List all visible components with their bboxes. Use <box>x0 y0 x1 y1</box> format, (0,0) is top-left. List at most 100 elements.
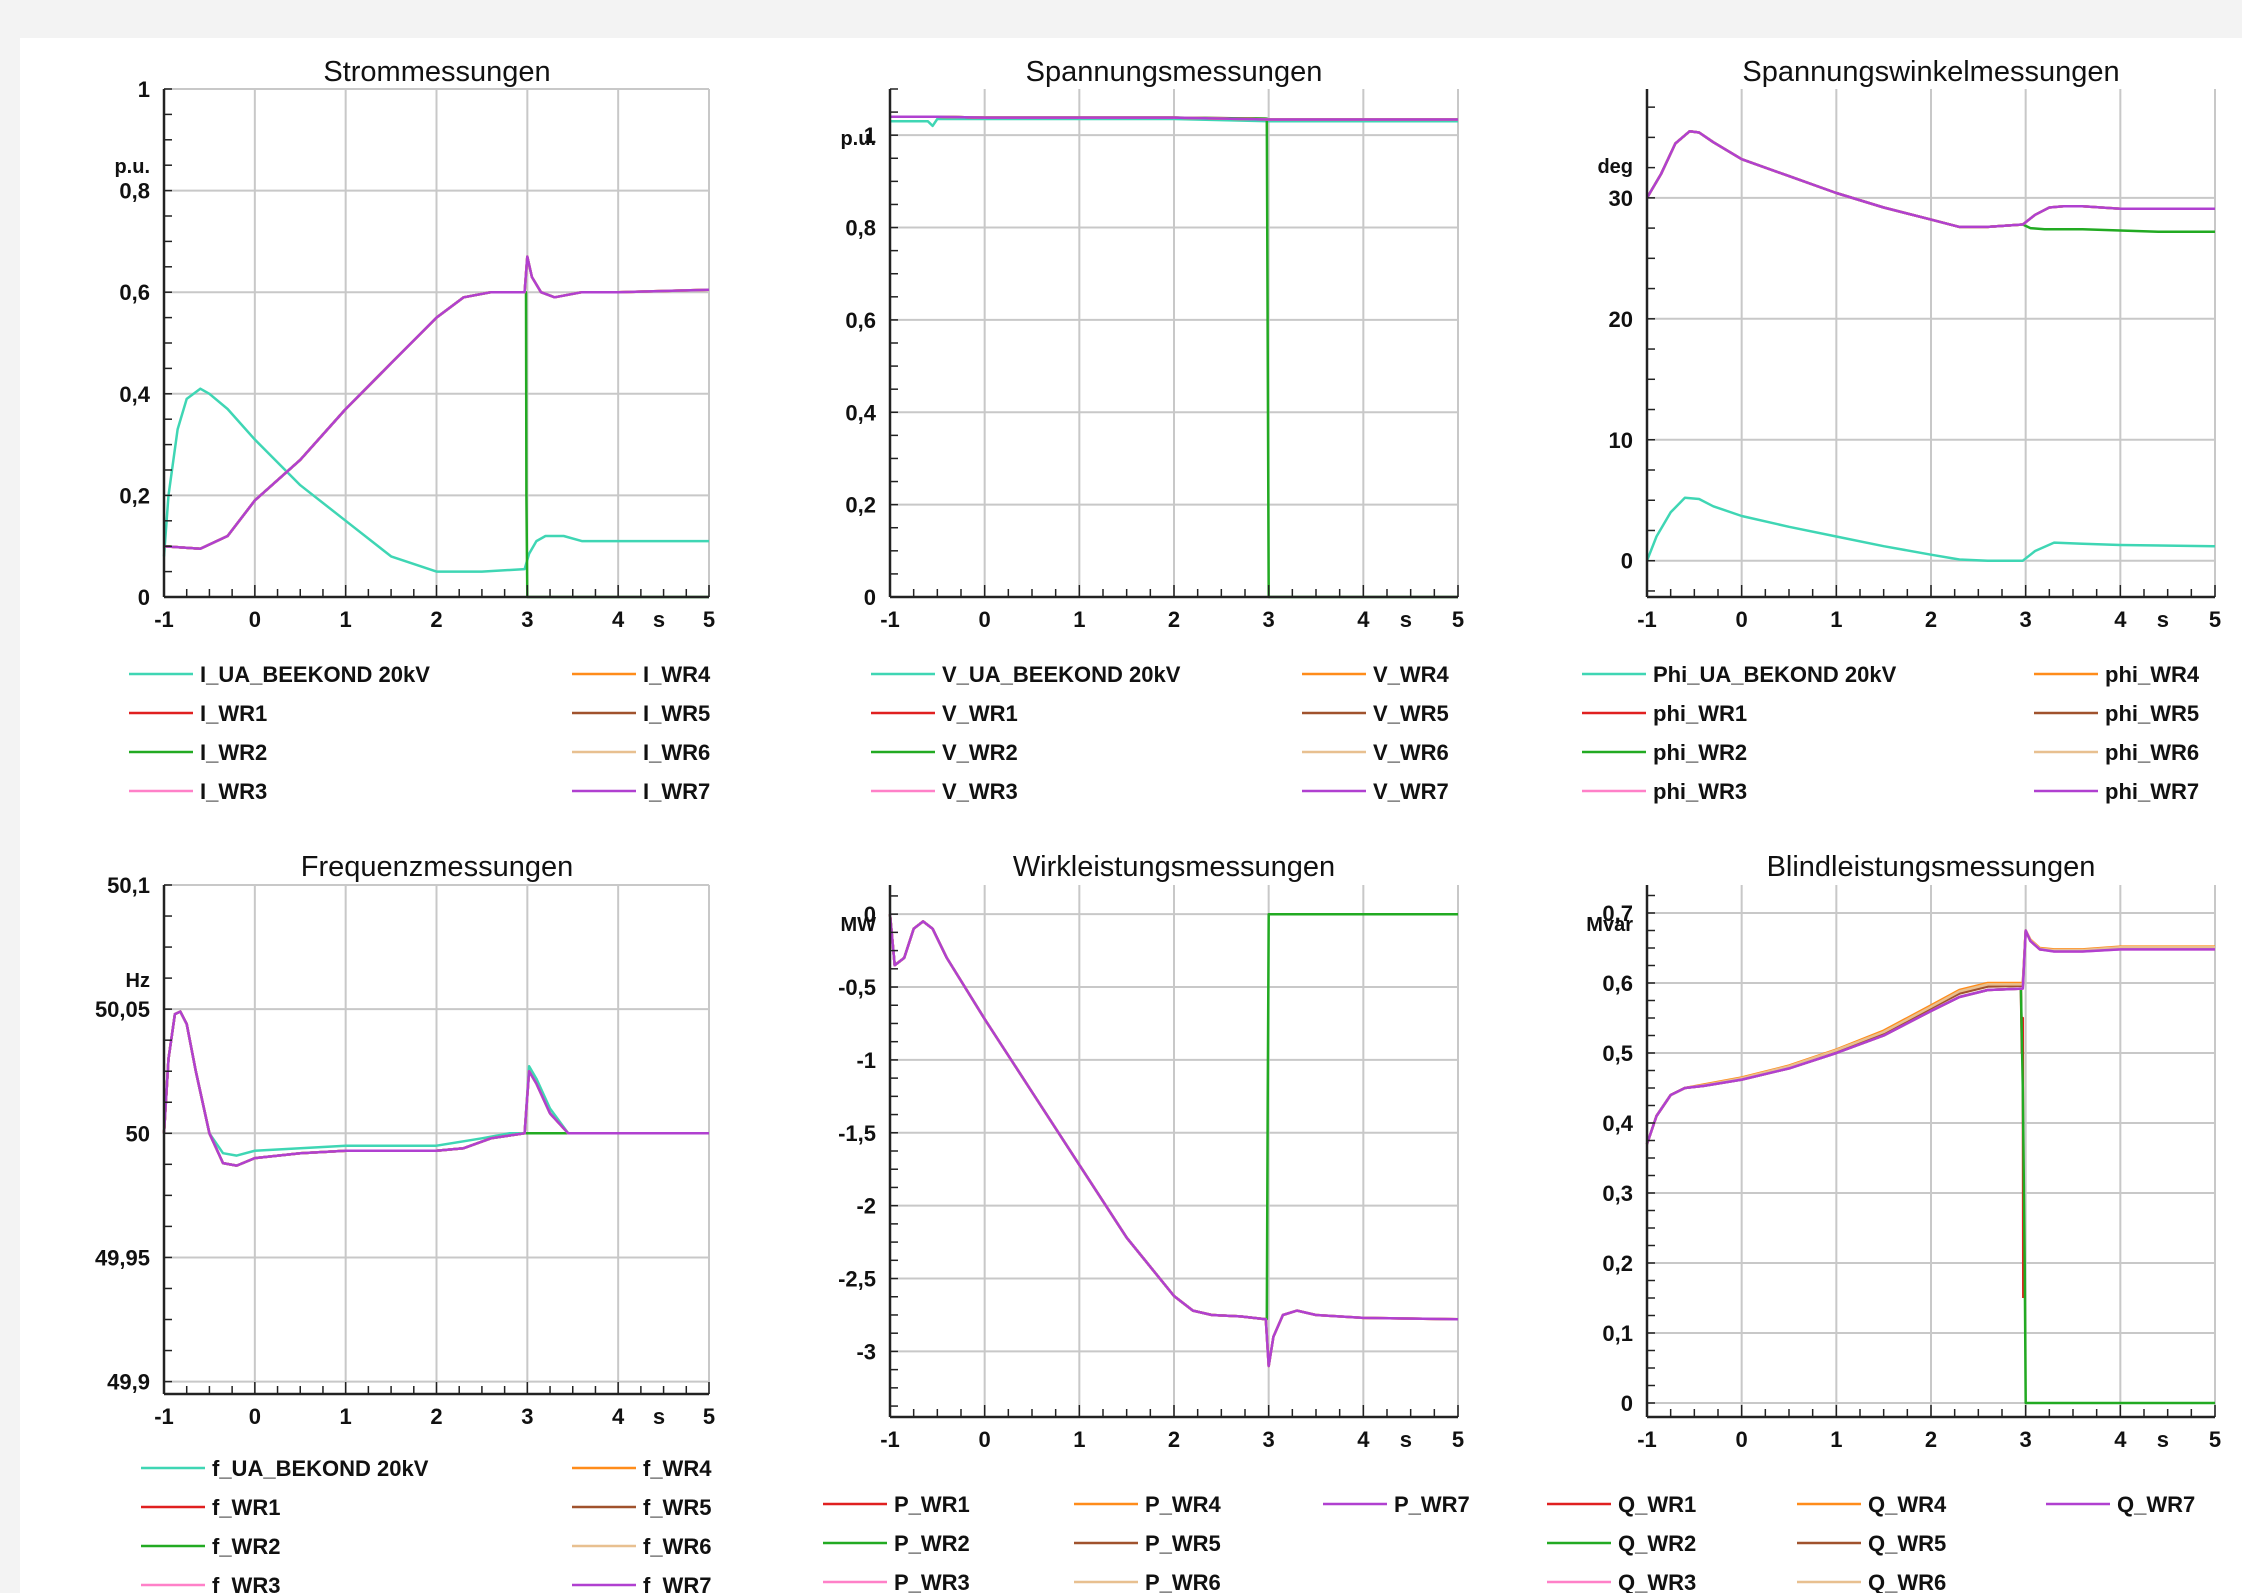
chart-title: Spannungsmessungen <box>1026 56 1323 88</box>
x-tick-label: 5 <box>703 607 715 632</box>
x-tick-label: 5 <box>1452 1427 1464 1452</box>
y-tick-label: 0,5 <box>1602 1041 1633 1066</box>
legend-label: I_WR1 <box>200 701 267 726</box>
x-tick-label: 3 <box>1263 607 1275 632</box>
x-unit-label: s <box>2157 1427 2169 1452</box>
y-tick-label: 0,8 <box>119 179 150 204</box>
y-unit-label: MW <box>840 914 876 936</box>
x-tick-label: -1 <box>154 1404 174 1429</box>
legend-label: V_WR6 <box>1373 740 1449 765</box>
x-unit-label: s <box>1400 607 1412 632</box>
x-tick-label: -1 <box>880 1427 900 1452</box>
legend-label: phi_WR6 <box>2105 740 2199 765</box>
x-tick-label: 2 <box>1168 607 1180 632</box>
y-tick-label: 10 <box>1609 428 1633 453</box>
series-line-v-wr7 <box>890 115 1458 121</box>
legend-label: f_WR6 <box>643 1534 711 1559</box>
legend-label: V_WR7 <box>1373 779 1449 804</box>
legend-label: P_WR5 <box>1145 1531 1221 1556</box>
legend-label: f_WR4 <box>643 1456 712 1481</box>
x-tick-label: 5 <box>1452 607 1464 632</box>
y-tick-label: 50,05 <box>95 997 150 1022</box>
legend-label: Phi_UA_BEKOND 20kV <box>1653 662 1897 687</box>
x-tick-label: 3 <box>521 607 533 632</box>
y-tick-label: 0,4 <box>119 382 150 407</box>
series-line-f-wr7 <box>162 1010 709 1167</box>
y-unit-label: p.u. <box>840 128 876 150</box>
series-line-q-wr7 <box>1645 929 2215 1145</box>
chart-title: Blindleistungsmessungen <box>1767 851 2096 883</box>
x-unit-label: s <box>2157 607 2169 632</box>
y-tick-label: 0,2 <box>845 493 876 518</box>
legend-label: f_WR1 <box>212 1495 280 1520</box>
y-unit-label: p.u. <box>114 156 150 178</box>
x-tick-label: 1 <box>1073 1427 1085 1452</box>
y-tick-label: -3 <box>856 1339 876 1364</box>
x-tick-label: 4 <box>2114 1427 2127 1452</box>
x-unit-label: s <box>653 1404 665 1429</box>
y-tick-label: 50 <box>126 1121 150 1146</box>
y-tick-label: 0,6 <box>845 308 876 333</box>
legend-label: I_WR4 <box>643 662 711 687</box>
legend-label: P_WR7 <box>1394 1492 1470 1517</box>
chart-title: Wirkleistungsmessungen <box>1013 851 1335 883</box>
series-line-i-ua-beekond-20kv <box>162 387 709 573</box>
series-line-i-wr7 <box>163 255 710 550</box>
series-line-q-wr1 <box>1645 987 2025 1299</box>
y-tick-label: 0 <box>138 585 150 610</box>
y-tick-label: 30 <box>1609 186 1633 211</box>
x-tick-label: 2 <box>1168 1427 1180 1452</box>
x-tick-label: 4 <box>612 607 625 632</box>
y-tick-label: 0,4 <box>1602 1111 1633 1136</box>
legend-label: phi_WR7 <box>2105 779 2199 804</box>
legend-label: I_WR6 <box>643 740 710 765</box>
x-tick-label: 4 <box>612 1404 625 1429</box>
y-tick-label: 1 <box>138 77 150 102</box>
y-tick-label: 0,6 <box>119 280 150 305</box>
chart-title: Frequenzmessungen <box>301 851 573 883</box>
x-tick-label: 0 <box>1736 1427 1748 1452</box>
legend-label: V_WR4 <box>1373 662 1450 687</box>
x-unit-label: s <box>653 607 665 632</box>
y-tick-label: 50,1 <box>107 873 150 898</box>
x-tick-label: -1 <box>1637 1427 1657 1452</box>
y-tick-label: 20 <box>1609 307 1633 332</box>
y-tick-label: -2 <box>856 1194 876 1219</box>
legend-label: V_UA_BEEKOND 20kV <box>942 662 1181 687</box>
legend-label: P_WR6 <box>1145 1570 1221 1593</box>
x-tick-label: 2 <box>1925 607 1937 632</box>
y-tick-label: 0 <box>1621 1391 1633 1416</box>
legend-label: Q_WR5 <box>1868 1531 1946 1556</box>
x-tick-label: 3 <box>2020 607 2032 632</box>
x-tick-label: 2 <box>430 607 442 632</box>
y-tick-label: 0,1 <box>1602 1321 1633 1346</box>
y-tick-label: 0,4 <box>845 400 876 425</box>
x-tick-label: 4 <box>1357 607 1370 632</box>
legend-label: P_WR2 <box>894 1531 970 1556</box>
series-line-phi-ua-bekond-20kv <box>1645 496 2216 562</box>
x-tick-label: 0 <box>979 607 991 632</box>
series-line-i-wr1 <box>163 290 525 550</box>
legend-label: P_WR1 <box>894 1492 970 1517</box>
y-tick-label: -1 <box>856 1048 876 1073</box>
x-tick-label: 3 <box>1263 1427 1275 1452</box>
y-tick-label: -1,5 <box>838 1121 876 1146</box>
chart-panel-1: Strommessungen-1 0 1 2 3 4 5s00,20,40,60,81p.u… <box>114 56 715 804</box>
chart-title: Strommessungen <box>323 56 550 88</box>
x-tick-label: 2 <box>430 1404 442 1429</box>
legend-label: P_WR4 <box>1145 1492 1222 1517</box>
x-tick-label: -1 <box>880 607 900 632</box>
legend-label: f_WR3 <box>212 1573 280 1593</box>
x-tick-label: 4 <box>2114 607 2127 632</box>
y-unit-label: deg <box>1597 156 1633 178</box>
chart-title: Spannungswinkelmessungen <box>1742 56 2119 88</box>
legend-label: I_UA_BEEKOND 20kV <box>200 662 430 687</box>
x-tick-label: -1 <box>154 607 174 632</box>
legend-label: f_WR7 <box>643 1573 711 1593</box>
x-tick-label: 1 <box>1073 607 1085 632</box>
y-tick-label: 0 <box>864 585 876 610</box>
legend-label: V_WR5 <box>1373 701 1449 726</box>
figure-canvas: Strommessungen -1 0 1 2 3 4 5 s 0 0,2 0,4 0,6 0,8 1 p.u… <box>20 38 2242 1593</box>
x-tick-label: 1 <box>1830 1427 1842 1452</box>
figure-svg: Strommessungen-1 0 1 2 3 4 5s00,20,40,60,81p.u… <box>95 56 2221 1593</box>
